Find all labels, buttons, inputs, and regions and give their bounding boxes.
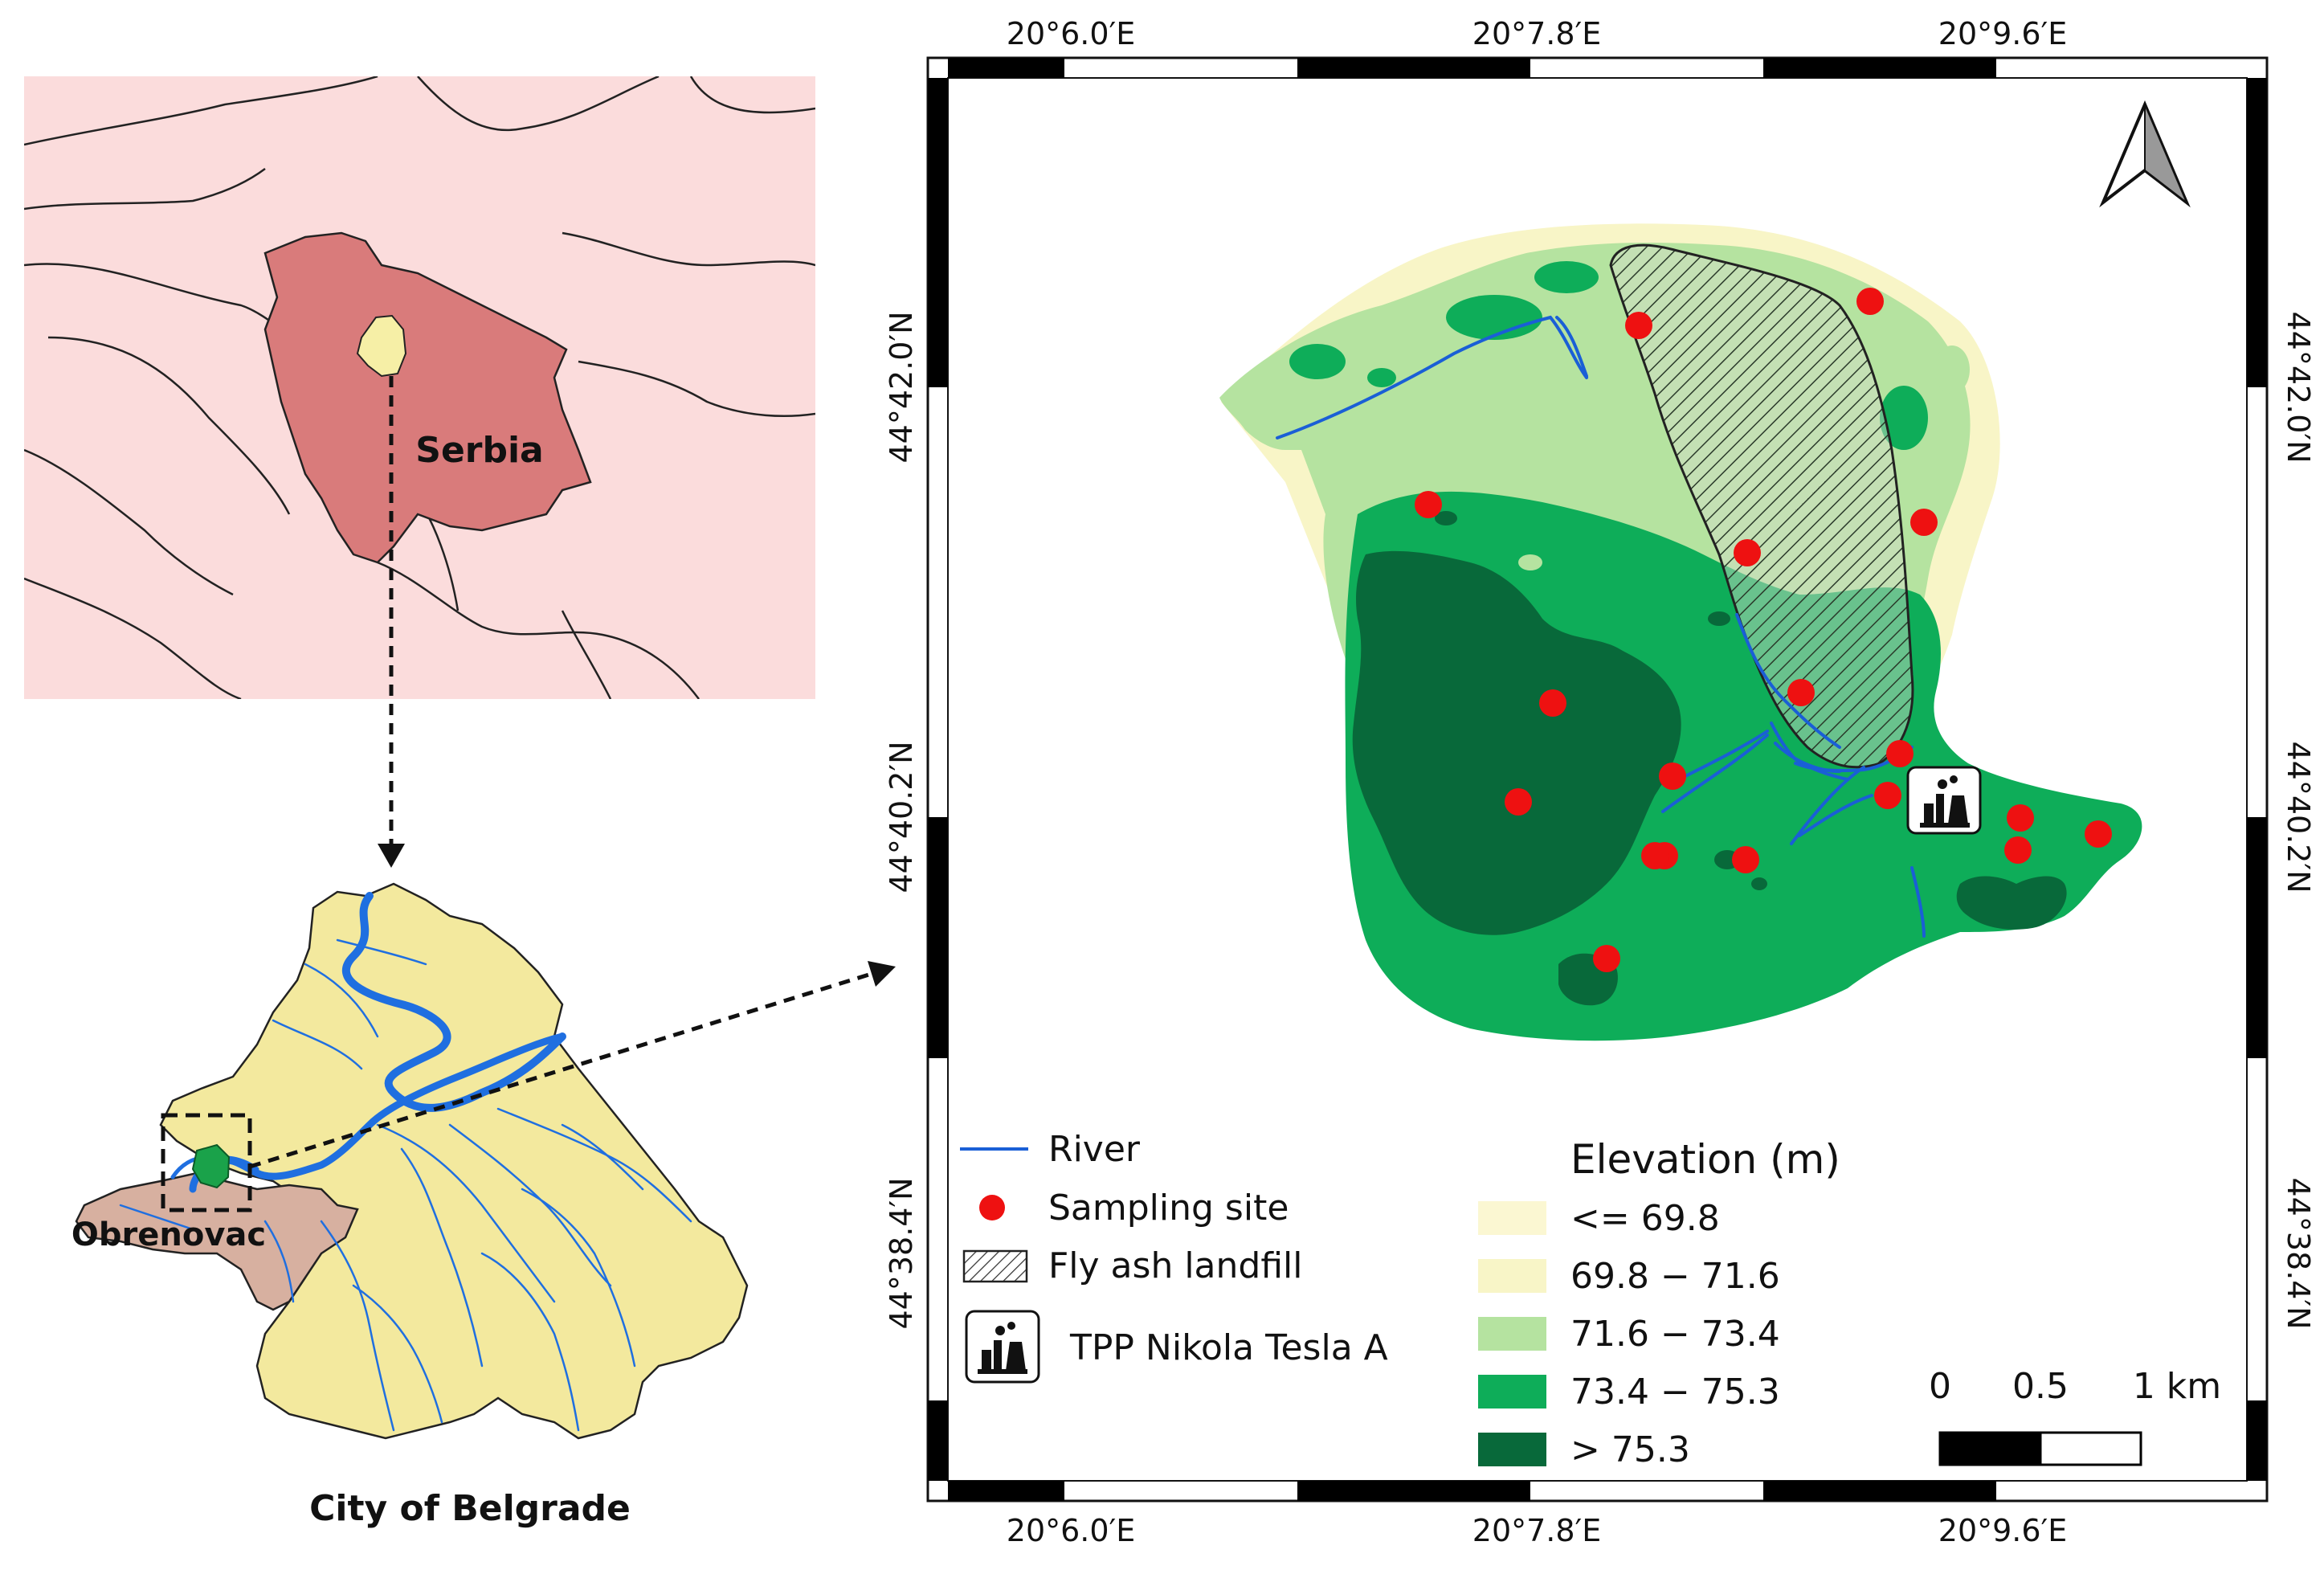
belgrade-map: Obrenovac City of Belgrade	[71, 882, 749, 1529]
bottom-tick-2: 20°7.8′E	[1472, 1513, 1601, 1548]
study-area-small	[191, 1143, 231, 1189]
obrenovac-label: Obrenovac	[71, 1216, 266, 1253]
sampling-site-marker	[1659, 763, 1686, 790]
sampling-site-marker	[1910, 509, 1938, 536]
legend-elevation-swatch-3	[1478, 1317, 1546, 1351]
belgrade-marker	[356, 314, 407, 378]
scale-tick-1km: 1 km	[2133, 1366, 2221, 1407]
study-area-map: 20°6.0′E 20°7.8′E 20°9.6′E 20°6.0′E 20°7…	[884, 16, 2316, 1548]
city-of-belgrade-caption: City of Belgrade	[309, 1488, 631, 1529]
connector-arrow-diagonal	[249, 961, 896, 1169]
legend-elevation-classes: <= 69.8 69.8 − 71.6 71.6 − 73.4 73.4 − 75.3…	[1478, 1198, 1780, 1470]
legend-elevation-swatch-4	[1478, 1375, 1546, 1409]
left-tick-3: 44°38.4′N	[884, 1177, 919, 1329]
legend-elevation-label-4: 73.4 − 75.3	[1570, 1372, 1780, 1413]
legend-tpp-label: TPP Nikola Tesla A	[1069, 1327, 1388, 1368]
overview-map: Serbia	[24, 76, 815, 699]
legend-elevation-label-5: > 75.3	[1570, 1429, 1690, 1470]
sampling-site-marker	[1625, 312, 1652, 339]
sampling-site-marker	[1505, 788, 1532, 816]
left-tick-2: 44°40.2′N	[884, 741, 919, 893]
sampling-site-marker	[1886, 740, 1914, 767]
connector-arrow-vertical	[378, 376, 405, 868]
legend-sampling-site-swatch	[979, 1195, 1005, 1220]
scale-bar: 0 0.5 1 km	[1929, 1366, 2221, 1466]
serbia-shape	[263, 231, 592, 564]
legend-elevation-swatch-5	[1478, 1433, 1546, 1466]
top-tick-2: 20°7.8′E	[1472, 16, 1601, 51]
sampling-site-marker	[1415, 491, 1442, 518]
north-arrow-icon	[2099, 100, 2191, 208]
sampling-site-marker	[1641, 842, 1668, 869]
sampling-site-marker	[1856, 288, 1884, 315]
rivers	[1276, 315, 1926, 938]
sampling-site-marker	[1593, 945, 1620, 972]
legend: River Sampling site Fly ash landfill TPP…	[960, 1129, 1840, 1470]
sampling-site-marker	[2007, 804, 2034, 832]
legend-elevation-label-2: 69.8 − 71.6	[1570, 1256, 1780, 1297]
legend-elevation-label-1: <= 69.8	[1570, 1198, 1720, 1239]
study-area-box	[161, 1113, 252, 1212]
sampling-site-marker	[1874, 782, 1901, 809]
legend-elevation-swatch-1	[1478, 1201, 1546, 1235]
legend-sampling-site-label: Sampling site	[1048, 1188, 1289, 1229]
sampling-site-marker	[1732, 846, 1759, 873]
left-tick-1: 44°42.0′N	[884, 311, 919, 463]
legend-elevation-title: Elevation (m)	[1570, 1136, 1840, 1183]
country-borders	[24, 76, 815, 699]
serbia-label: Serbia	[415, 430, 544, 471]
scale-tick-half: 0.5	[2012, 1366, 2069, 1407]
legend-landfill-label: Fly ash landfill	[1048, 1245, 1303, 1286]
city-of-belgrade-shape	[159, 882, 749, 1440]
legend-river-label: River	[1048, 1129, 1141, 1170]
right-tick-2: 44°40.2′N	[2281, 741, 2316, 893]
right-tick-1: 44°42.0′N	[2281, 311, 2316, 463]
sampling-sites	[1415, 288, 2112, 972]
bottom-tick-3: 20°9.6′E	[1938, 1513, 2067, 1548]
legend-landfill-swatch	[962, 1249, 1028, 1283]
tpp-icon	[1906, 766, 1982, 835]
sampling-site-marker	[1787, 679, 1815, 706]
bottom-tick-1: 20°6.0′E	[1007, 1513, 1135, 1548]
sampling-site-marker	[1539, 689, 1566, 717]
top-tick-3: 20°9.6′E	[1938, 16, 2067, 51]
legend-elevation-label-3: 71.6 − 73.4	[1570, 1314, 1780, 1355]
sampling-site-marker	[1734, 539, 1761, 566]
sampling-site-marker	[2004, 836, 2032, 864]
legend-elevation-swatch-2	[1478, 1259, 1546, 1293]
sampling-site-marker	[2085, 820, 2112, 848]
top-tick-1: 20°6.0′E	[1007, 16, 1135, 51]
scale-tick-0: 0	[1929, 1366, 1951, 1407]
right-tick-3: 44°38.4′N	[2281, 1177, 2316, 1329]
legend-tpp-icon	[965, 1310, 1040, 1384]
